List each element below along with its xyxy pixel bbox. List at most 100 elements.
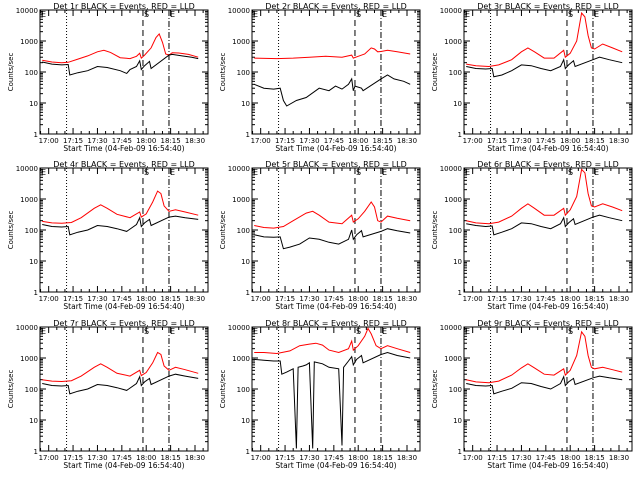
- panel-det-5: Det 5r BLACK = Events, RED = LLD 1 10 100 10…: [219, 160, 421, 311]
- y-tick-label: 10000: [228, 324, 250, 332]
- time-marker-label: S: [144, 168, 149, 177]
- y-tick-label: 1000: [232, 38, 250, 46]
- x-axis-label: Start Time (04-Feb-09 16:54:40): [487, 461, 608, 470]
- x-tick-label: 18:15: [373, 295, 393, 303]
- y-tick-label: 10000: [16, 7, 38, 15]
- x-tick-label: 17:30: [511, 295, 531, 303]
- x-tick-label: 17:00: [251, 295, 271, 303]
- x-tick-label: 18:15: [585, 137, 605, 145]
- time-marker-label: S: [144, 327, 149, 336]
- x-tick-label: 17:45: [112, 454, 132, 462]
- series-lld-line: [254, 47, 411, 60]
- y-tick-label: 1: [246, 448, 250, 456]
- y-tick-label: 100: [449, 69, 462, 77]
- x-tick-label: 17:45: [324, 137, 344, 145]
- y-tick-label: 1: [246, 289, 250, 297]
- x-axis-label: Start Time (04-Feb-09 16:54:40): [275, 302, 396, 311]
- x-tick-label: 18:15: [373, 137, 393, 145]
- x-tick-label: 17:15: [63, 137, 83, 145]
- series-lld-line: [466, 168, 623, 225]
- series-lld-line: [254, 327, 411, 355]
- x-tick-label: 18:30: [609, 137, 629, 145]
- y-tick-label: 10: [241, 258, 250, 266]
- y-tick-label: 10: [29, 258, 38, 266]
- corner-marker-label: E: [41, 10, 46, 19]
- x-tick-label: 18:30: [185, 137, 205, 145]
- x-tick-label: 18:30: [397, 295, 417, 303]
- series-events-line: [466, 375, 623, 395]
- x-tick-label: 17:15: [487, 137, 507, 145]
- y-tick-label: 1: [34, 131, 38, 139]
- panel-title: Det 2r BLACK = Events, RED = LLD: [265, 2, 407, 11]
- series-events-line: [466, 214, 623, 236]
- y-tick-label: 100: [237, 386, 250, 394]
- x-tick-label: 17:45: [536, 295, 556, 303]
- y-tick-label: 1000: [20, 355, 38, 363]
- x-tick-label: 18:15: [161, 295, 181, 303]
- panel-title: Det 9r BLACK = Events, RED = LLD: [477, 319, 619, 328]
- time-marker-label: S: [356, 10, 361, 19]
- time-marker-label: S: [144, 10, 149, 19]
- x-tick-label: 17:45: [324, 454, 344, 462]
- time-marker-label: E: [594, 168, 599, 177]
- x-tick-label: 17:30: [511, 137, 531, 145]
- y-tick-label: 10000: [16, 324, 38, 332]
- plot-frame: [463, 326, 633, 452]
- y-tick-label: 1: [34, 289, 38, 297]
- x-tick-label: 17:45: [536, 137, 556, 145]
- y-tick-label: 10: [29, 100, 38, 108]
- corner-marker-label: E: [465, 10, 470, 19]
- x-tick-label: 17:15: [275, 295, 295, 303]
- time-marker-label: E: [170, 168, 175, 177]
- series-events-line: [254, 74, 411, 107]
- corner-marker-label: E: [253, 327, 258, 336]
- corner-marker-label: E: [465, 168, 470, 177]
- series-lld-line: [466, 11, 623, 68]
- x-tick-label: 18:15: [373, 454, 393, 462]
- y-tick-label: 100: [25, 386, 38, 394]
- series-events-line: [42, 373, 199, 395]
- series-lld-line: [42, 32, 199, 64]
- time-marker-label: E: [594, 10, 599, 19]
- x-tick-label: 17:00: [251, 454, 271, 462]
- y-tick-label: 100: [25, 69, 38, 77]
- corner-marker-label: E: [253, 168, 258, 177]
- y-tick-label: 10000: [440, 165, 462, 173]
- time-marker-label: E: [382, 168, 387, 177]
- x-tick-label: 18:00: [136, 454, 156, 462]
- x-tick-label: 17:45: [324, 295, 344, 303]
- panel-det-3: Det 3r BLACK = Events, RED = LLD 1 10 100 10…: [431, 2, 633, 153]
- y-axis-label: Counts/sec: [7, 370, 15, 409]
- x-tick-label: 18:30: [609, 454, 629, 462]
- y-tick-label: 10000: [440, 7, 462, 15]
- y-axis-label: Counts/sec: [219, 211, 227, 250]
- x-tick-label: 18:30: [397, 137, 417, 145]
- x-tick-label: 17:30: [299, 295, 319, 303]
- x-tick-label: 18:00: [560, 137, 580, 145]
- x-tick-label: 18:30: [185, 295, 205, 303]
- time-marker-label: E: [382, 327, 387, 336]
- y-axis-label: Counts/sec: [219, 370, 227, 409]
- corner-marker-label: E: [41, 327, 46, 336]
- y-axis-label: Counts/sec: [431, 211, 439, 250]
- y-tick-label: 100: [25, 227, 38, 235]
- panel-title: Det 5r BLACK = Events, RED = LLD: [265, 160, 407, 169]
- y-tick-label: 1: [246, 131, 250, 139]
- x-tick-label: 17:00: [39, 137, 59, 145]
- x-tick-label: 18:00: [560, 295, 580, 303]
- panel-title: Det 3r BLACK = Events, RED = LLD: [477, 2, 619, 11]
- y-tick-label: 1000: [20, 38, 38, 46]
- x-tick-label: 18:00: [348, 454, 368, 462]
- x-axis-label: Start Time (04-Feb-09 16:54:40): [275, 144, 396, 153]
- x-tick-label: 17:00: [463, 295, 483, 303]
- plot-frame: [463, 167, 633, 293]
- x-tick-label: 17:30: [299, 454, 319, 462]
- x-axis-label: Start Time (04-Feb-09 16:54:40): [487, 144, 608, 153]
- x-tick-label: 17:15: [63, 454, 83, 462]
- y-axis-label: Counts/sec: [431, 53, 439, 92]
- y-tick-label: 1: [458, 131, 462, 139]
- x-tick-label: 17:00: [463, 454, 483, 462]
- x-tick-label: 18:30: [609, 295, 629, 303]
- x-axis-label: Start Time (04-Feb-09 16:54:40): [63, 461, 184, 470]
